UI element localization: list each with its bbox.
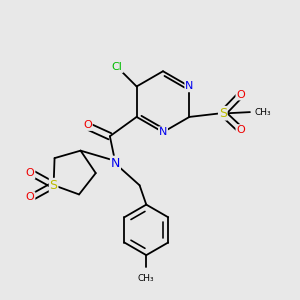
Text: N: N	[185, 82, 194, 92]
Text: CH₃: CH₃	[138, 274, 154, 283]
Text: S: S	[219, 107, 227, 120]
Text: CH₃: CH₃	[255, 108, 272, 117]
Text: N: N	[159, 127, 167, 137]
Text: O: O	[236, 125, 245, 135]
Text: N: N	[111, 157, 120, 169]
Text: O: O	[83, 120, 92, 130]
Text: O: O	[236, 90, 245, 100]
Text: O: O	[26, 168, 34, 178]
Text: S: S	[50, 179, 58, 192]
Text: O: O	[26, 192, 34, 202]
Text: Cl: Cl	[112, 62, 123, 72]
